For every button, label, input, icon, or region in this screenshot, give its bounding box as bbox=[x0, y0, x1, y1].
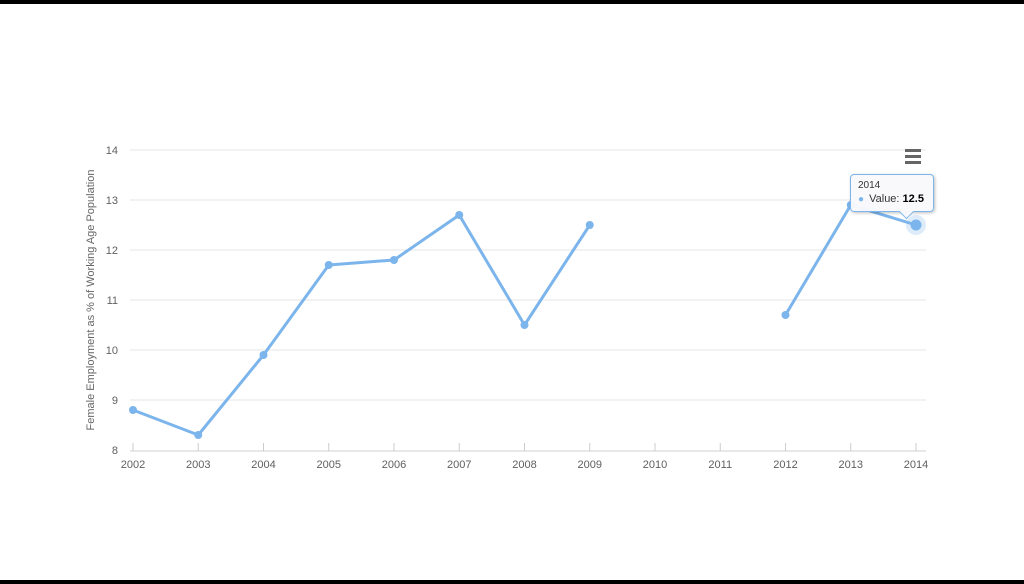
y-axis-label-9: 9 bbox=[112, 395, 118, 407]
y-axis-label-14: 14 bbox=[106, 145, 118, 157]
x-axis-label-2006: 2006 bbox=[382, 459, 406, 471]
data-point-2004[interactable] bbox=[259, 351, 268, 359]
y-axis-label-13: 13 bbox=[106, 195, 118, 207]
x-axis-label-2009: 2009 bbox=[578, 459, 602, 471]
x-axis-label-2004: 2004 bbox=[251, 459, 275, 471]
x-axis-label-2011: 2011 bbox=[708, 459, 732, 471]
window-top-edge bbox=[0, 0, 1024, 4]
data-point-2014[interactable] bbox=[910, 219, 922, 231]
window-bottom-edge bbox=[0, 580, 1024, 584]
y-axis-label-12: 12 bbox=[106, 245, 118, 257]
series-dot-icon: ● bbox=[858, 194, 865, 205]
data-point-2012[interactable] bbox=[781, 311, 790, 319]
x-axis-label-2014: 2014 bbox=[904, 459, 928, 471]
y-axis-label-10: 10 bbox=[106, 345, 118, 357]
data-point-2005[interactable] bbox=[324, 261, 333, 269]
hamburger-icon bbox=[905, 148, 921, 164]
tooltip-year: 2014 bbox=[858, 180, 881, 191]
y-axis-label-8: 8 bbox=[112, 445, 118, 457]
y-axis-label-11: 11 bbox=[107, 295, 118, 307]
series-line-segment bbox=[131, 213, 592, 437]
data-point-2003[interactable] bbox=[194, 431, 203, 439]
x-axis-label-2012: 2012 bbox=[773, 459, 797, 471]
x-axis-label-2013: 2013 bbox=[839, 459, 863, 471]
x-axis-label-2008: 2008 bbox=[512, 459, 536, 471]
series-line-segment bbox=[784, 203, 918, 317]
chart-tooltip: 2014 ● Value: 12.5 bbox=[850, 174, 934, 220]
x-axis-label-2002: 2002 bbox=[121, 459, 145, 471]
data-point-2008[interactable] bbox=[520, 321, 529, 329]
tooltip-label: Value: bbox=[869, 193, 900, 205]
tooltip-value-row: ● Value: 12.5 bbox=[858, 193, 926, 205]
data-point-2006[interactable] bbox=[390, 256, 398, 264]
x-axis-label-2003: 2003 bbox=[186, 459, 210, 471]
chart-export-menu-button[interactable] bbox=[901, 145, 925, 167]
data-point-2009[interactable] bbox=[585, 221, 594, 229]
x-axis-label-2005: 2005 bbox=[317, 459, 341, 471]
x-axis-label-2007: 2007 bbox=[447, 459, 471, 471]
y-axis-title: Female Employment as % of Working Age Po… bbox=[85, 170, 97, 431]
data-point-2007[interactable] bbox=[455, 211, 464, 219]
data-point-2002[interactable] bbox=[129, 406, 137, 414]
x-axis-label-2010: 2010 bbox=[643, 459, 667, 471]
tooltip-value: 12.5 bbox=[902, 193, 924, 205]
